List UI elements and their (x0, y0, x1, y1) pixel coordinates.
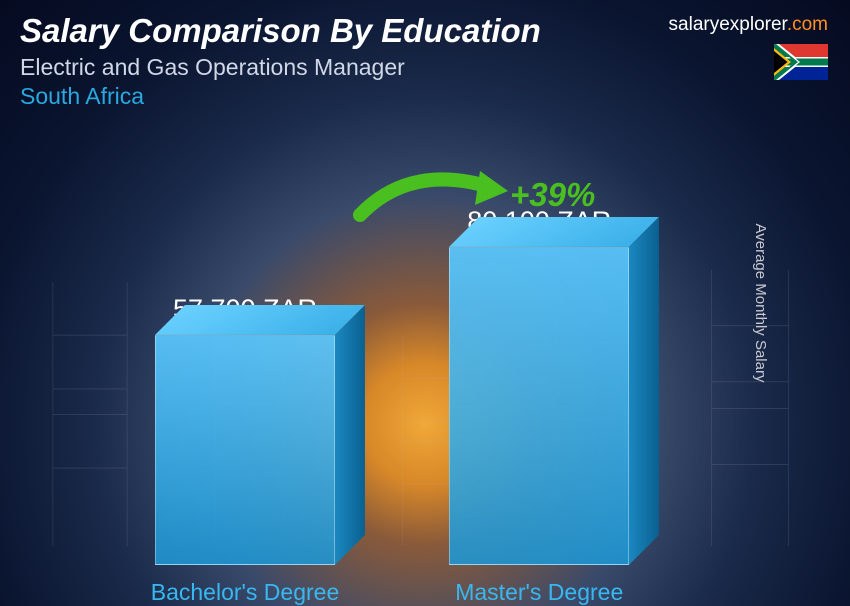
brand-text: salaryexplorer.com (669, 14, 828, 36)
bar-chart: 57,700 ZAR Bachelor's Degree 80,100 ZAR … (0, 150, 780, 606)
south-africa-flag-icon (774, 44, 828, 80)
bar-side-face (629, 217, 659, 565)
brand-block: salaryexplorer.com (669, 14, 828, 80)
country-name: South Africa (20, 83, 830, 110)
bar-3d (155, 335, 335, 565)
bar-label: Master's Degree (455, 579, 623, 606)
bar-group-bachelors: 57,700 ZAR Bachelor's Degree (151, 294, 340, 606)
bar-label: Bachelor's Degree (151, 579, 340, 606)
bar-side-face (335, 305, 365, 565)
brand-name: salaryexplorer (669, 14, 787, 35)
bar-front-face (449, 247, 629, 565)
bar-3d (449, 247, 629, 565)
brand-domain: .com (787, 14, 828, 35)
bar-top-face (449, 217, 659, 247)
bar-top-face (155, 305, 365, 335)
bar-group-masters: 80,100 ZAR Master's Degree (449, 206, 629, 606)
bar-front-face (155, 335, 335, 565)
